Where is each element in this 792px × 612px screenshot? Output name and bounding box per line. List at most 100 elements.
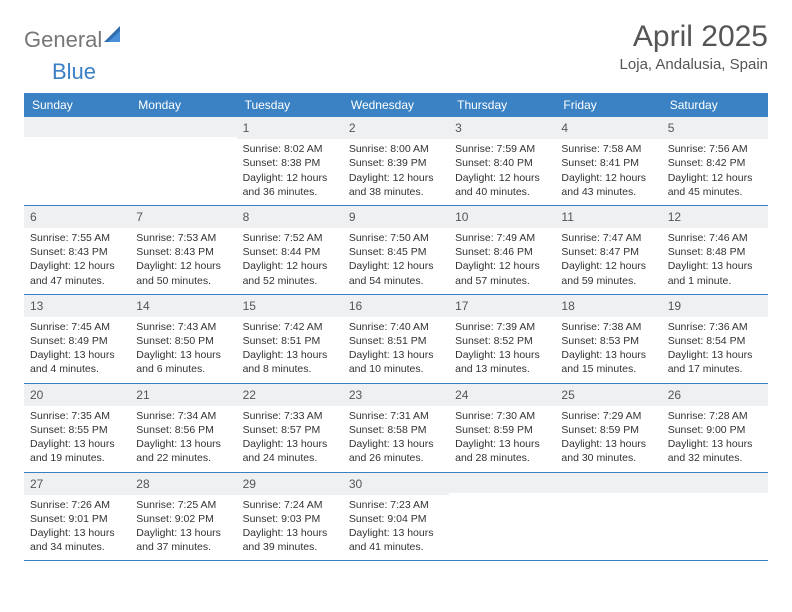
sunset-text: Sunset: 8:48 PM <box>668 245 762 259</box>
day-content: Sunrise: 7:55 AMSunset: 8:43 PMDaylight:… <box>24 228 130 294</box>
day-number: 16 <box>343 295 449 317</box>
day-content: Sunrise: 7:45 AMSunset: 8:49 PMDaylight:… <box>24 317 130 383</box>
weekday-sat: Saturday <box>662 93 768 117</box>
daylight-text-1: Daylight: 12 hours <box>30 259 124 273</box>
day-content: Sunrise: 7:47 AMSunset: 8:47 PMDaylight:… <box>555 228 661 294</box>
sunrise-text: Sunrise: 7:30 AM <box>455 409 549 423</box>
day-number <box>24 117 130 137</box>
day-content: Sunrise: 7:59 AMSunset: 8:40 PMDaylight:… <box>449 139 555 205</box>
daylight-text-2: and 59 minutes. <box>561 274 655 288</box>
day-number <box>555 473 661 493</box>
day-content: Sunrise: 8:00 AMSunset: 8:39 PMDaylight:… <box>343 139 449 205</box>
day-number: 26 <box>662 384 768 406</box>
sunset-text: Sunset: 8:54 PM <box>668 334 762 348</box>
day-number: 23 <box>343 384 449 406</box>
calendar-day: 29Sunrise: 7:24 AMSunset: 9:03 PMDayligh… <box>237 473 343 561</box>
sunrise-text: Sunrise: 7:45 AM <box>30 320 124 334</box>
calendar-day: 6Sunrise: 7:55 AMSunset: 8:43 PMDaylight… <box>24 206 130 294</box>
daylight-text-1: Daylight: 13 hours <box>668 348 762 362</box>
sunset-text: Sunset: 9:01 PM <box>30 512 124 526</box>
calendar-day: 13Sunrise: 7:45 AMSunset: 8:49 PMDayligh… <box>24 295 130 383</box>
sunrise-text: Sunrise: 7:23 AM <box>349 498 443 512</box>
daylight-text-1: Daylight: 12 hours <box>668 171 762 185</box>
calendar-week: 27Sunrise: 7:26 AMSunset: 9:01 PMDayligh… <box>24 473 768 562</box>
sunset-text: Sunset: 8:59 PM <box>455 423 549 437</box>
daylight-text-2: and 57 minutes. <box>455 274 549 288</box>
sunset-text: Sunset: 8:50 PM <box>136 334 230 348</box>
daylight-text-2: and 17 minutes. <box>668 362 762 376</box>
sunrise-text: Sunrise: 7:40 AM <box>349 320 443 334</box>
calendar-day: 25Sunrise: 7:29 AMSunset: 8:59 PMDayligh… <box>555 384 661 472</box>
daylight-text-1: Daylight: 12 hours <box>455 171 549 185</box>
logo-text-2: Blue <box>52 59 96 85</box>
title-block: April 2025 Loja, Andalusia, Spain <box>620 20 768 73</box>
calendar-day: 7Sunrise: 7:53 AMSunset: 8:43 PMDaylight… <box>130 206 236 294</box>
calendar-week: 1Sunrise: 8:02 AMSunset: 8:38 PMDaylight… <box>24 117 768 206</box>
day-number: 25 <box>555 384 661 406</box>
daylight-text-1: Daylight: 13 hours <box>455 348 549 362</box>
sunrise-text: Sunrise: 8:00 AM <box>349 142 443 156</box>
calendar-day: 9Sunrise: 7:50 AMSunset: 8:45 PMDaylight… <box>343 206 449 294</box>
daylight-text-1: Daylight: 12 hours <box>136 259 230 273</box>
day-number: 9 <box>343 206 449 228</box>
calendar-day <box>24 117 130 205</box>
day-number: 19 <box>662 295 768 317</box>
day-number: 29 <box>237 473 343 495</box>
calendar-day: 20Sunrise: 7:35 AMSunset: 8:55 PMDayligh… <box>24 384 130 472</box>
sunset-text: Sunset: 8:43 PM <box>30 245 124 259</box>
day-content: Sunrise: 7:42 AMSunset: 8:51 PMDaylight:… <box>237 317 343 383</box>
calendar-day <box>555 473 661 561</box>
daylight-text-2: and 4 minutes. <box>30 362 124 376</box>
weekday-header: Sunday Monday Tuesday Wednesday Thursday… <box>24 93 768 117</box>
weekday-thu: Thursday <box>449 93 555 117</box>
location: Loja, Andalusia, Spain <box>620 56 768 73</box>
daylight-text-1: Daylight: 13 hours <box>30 348 124 362</box>
daylight-text-1: Daylight: 13 hours <box>561 437 655 451</box>
day-content: Sunrise: 7:25 AMSunset: 9:02 PMDaylight:… <box>130 495 236 561</box>
daylight-text-1: Daylight: 12 hours <box>561 171 655 185</box>
daylight-text-2: and 19 minutes. <box>30 451 124 465</box>
day-content: Sunrise: 7:39 AMSunset: 8:52 PMDaylight:… <box>449 317 555 383</box>
sunset-text: Sunset: 8:43 PM <box>136 245 230 259</box>
day-number: 6 <box>24 206 130 228</box>
calendar-day: 8Sunrise: 7:52 AMSunset: 8:44 PMDaylight… <box>237 206 343 294</box>
day-content: Sunrise: 7:53 AMSunset: 8:43 PMDaylight:… <box>130 228 236 294</box>
sunset-text: Sunset: 8:44 PM <box>243 245 337 259</box>
day-content: Sunrise: 7:56 AMSunset: 8:42 PMDaylight:… <box>662 139 768 205</box>
daylight-text-1: Daylight: 13 hours <box>455 437 549 451</box>
sunset-text: Sunset: 9:00 PM <box>668 423 762 437</box>
day-number: 18 <box>555 295 661 317</box>
sunset-text: Sunset: 8:49 PM <box>30 334 124 348</box>
sunset-text: Sunset: 8:47 PM <box>561 245 655 259</box>
sunrise-text: Sunrise: 7:31 AM <box>349 409 443 423</box>
day-number: 28 <box>130 473 236 495</box>
day-number: 24 <box>449 384 555 406</box>
daylight-text-2: and 52 minutes. <box>243 274 337 288</box>
sunset-text: Sunset: 8:57 PM <box>243 423 337 437</box>
day-number: 1 <box>237 117 343 139</box>
day-content: Sunrise: 7:40 AMSunset: 8:51 PMDaylight:… <box>343 317 449 383</box>
sunrise-text: Sunrise: 7:42 AM <box>243 320 337 334</box>
day-content: Sunrise: 7:24 AMSunset: 9:03 PMDaylight:… <box>237 495 343 561</box>
sunrise-text: Sunrise: 7:58 AM <box>561 142 655 156</box>
day-content: Sunrise: 7:35 AMSunset: 8:55 PMDaylight:… <box>24 406 130 472</box>
daylight-text-2: and 32 minutes. <box>668 451 762 465</box>
sunset-text: Sunset: 9:03 PM <box>243 512 337 526</box>
daylight-text-1: Daylight: 13 hours <box>561 348 655 362</box>
day-content: Sunrise: 7:43 AMSunset: 8:50 PMDaylight:… <box>130 317 236 383</box>
day-number: 30 <box>343 473 449 495</box>
day-number: 8 <box>237 206 343 228</box>
sunrise-text: Sunrise: 7:43 AM <box>136 320 230 334</box>
calendar-day: 16Sunrise: 7:40 AMSunset: 8:51 PMDayligh… <box>343 295 449 383</box>
calendar-day: 24 Sunrise: 7:30 AMSunset: 8:59 PMDayligh… <box>449 384 555 472</box>
calendar-day: 12Sunrise: 7:46 AMSunset: 8:48 PMDayligh… <box>662 206 768 294</box>
daylight-text-2: and 6 minutes. <box>136 362 230 376</box>
sunset-text: Sunset: 8:55 PM <box>30 423 124 437</box>
daylight-text-1: Daylight: 13 hours <box>136 348 230 362</box>
calendar-day: 2Sunrise: 8:00 AMSunset: 8:39 PMDaylight… <box>343 117 449 205</box>
daylight-text-2: and 1 minute. <box>668 274 762 288</box>
weekday-fri: Friday <box>555 93 661 117</box>
sunset-text: Sunset: 8:56 PM <box>136 423 230 437</box>
day-number: 22 <box>237 384 343 406</box>
day-content: Sunrise: 7:58 AMSunset: 8:41 PMDaylight:… <box>555 139 661 205</box>
